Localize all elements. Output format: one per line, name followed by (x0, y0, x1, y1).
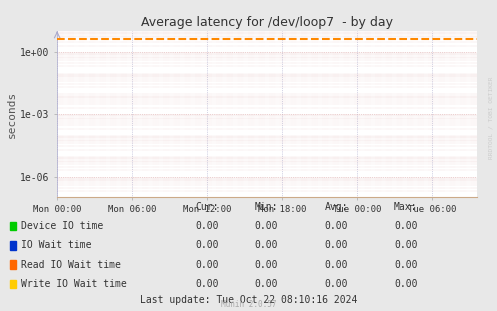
Text: Min:: Min: (255, 202, 278, 212)
Text: 0.00: 0.00 (394, 279, 417, 289)
Text: Munin 2.0.57: Munin 2.0.57 (221, 300, 276, 309)
Text: 0.00: 0.00 (325, 240, 348, 250)
Title: Average latency for /dev/loop7  - by day: Average latency for /dev/loop7 - by day (141, 16, 393, 29)
Text: 0.00: 0.00 (255, 260, 278, 270)
Text: 0.00: 0.00 (195, 221, 219, 231)
Text: Read IO Wait time: Read IO Wait time (20, 260, 120, 270)
Text: 0.00: 0.00 (195, 260, 219, 270)
Text: Max:: Max: (394, 202, 417, 212)
Text: 0.00: 0.00 (255, 221, 278, 231)
Text: 0.00: 0.00 (325, 260, 348, 270)
Text: RRDTOOL / TOBI OETIKER: RRDTOOL / TOBI OETIKER (488, 77, 493, 160)
Text: 0.00: 0.00 (394, 240, 417, 250)
Text: 0.00: 0.00 (195, 279, 219, 289)
Text: Last update: Tue Oct 22 08:10:16 2024: Last update: Tue Oct 22 08:10:16 2024 (140, 295, 357, 305)
Text: 0.00: 0.00 (325, 221, 348, 231)
Text: 0.00: 0.00 (255, 279, 278, 289)
Text: 0.00: 0.00 (394, 221, 417, 231)
Text: 0.00: 0.00 (195, 240, 219, 250)
Text: 0.00: 0.00 (255, 240, 278, 250)
Text: Device IO time: Device IO time (20, 221, 103, 231)
Text: IO Wait time: IO Wait time (20, 240, 91, 250)
Text: 0.00: 0.00 (394, 260, 417, 270)
Text: 0.00: 0.00 (325, 279, 348, 289)
Y-axis label: seconds: seconds (7, 91, 17, 138)
Text: Write IO Wait time: Write IO Wait time (20, 279, 126, 289)
Text: Cur:: Cur: (195, 202, 219, 212)
Text: Avg:: Avg: (325, 202, 348, 212)
